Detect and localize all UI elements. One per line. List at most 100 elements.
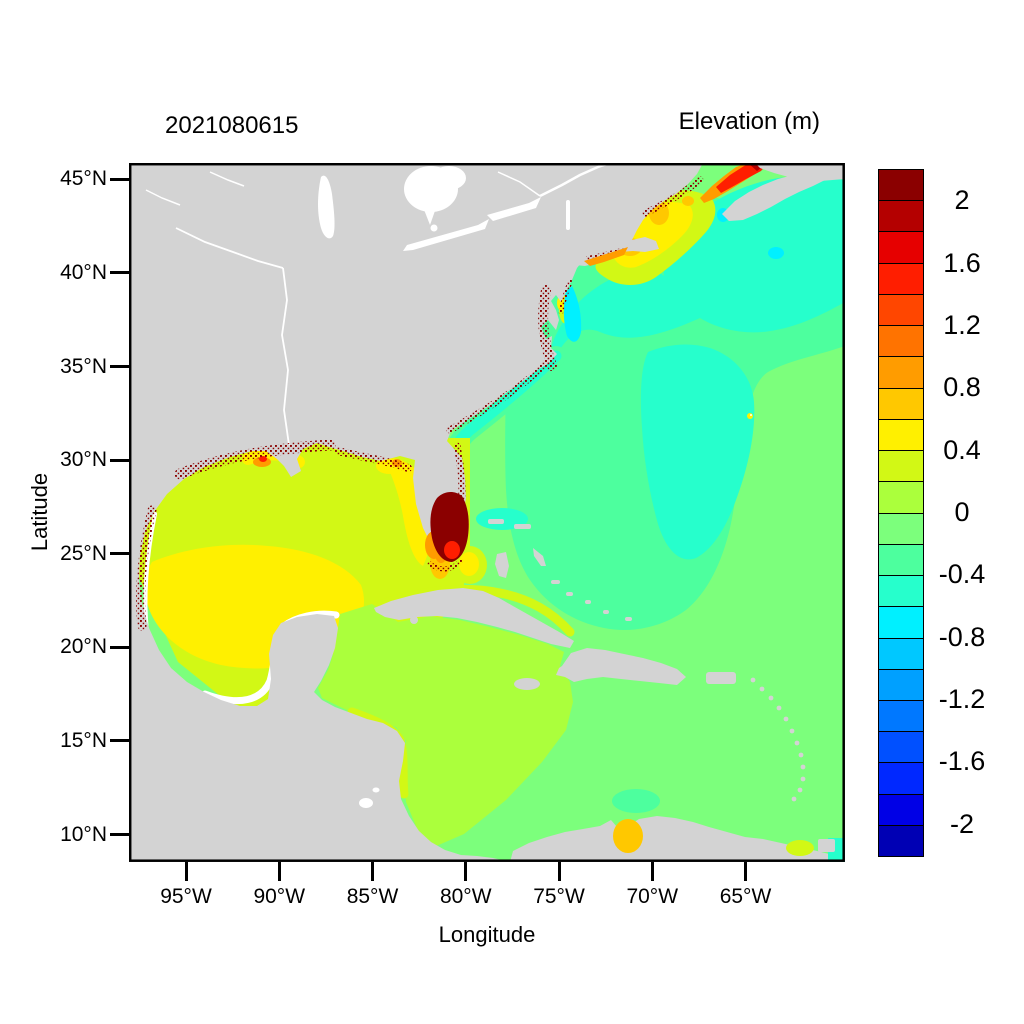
- y-axis-tick: [110, 458, 129, 462]
- lake-michigan: [318, 175, 335, 239]
- colorbar-cell: [879, 825, 923, 857]
- lake-st-clair: [430, 224, 438, 232]
- canada-river-2: [209, 171, 245, 187]
- puerto-rico: [706, 672, 736, 684]
- colorbar: [878, 169, 924, 857]
- colorbar-tick-label: 1.2: [943, 309, 981, 340]
- x-axis-tick: [371, 862, 374, 881]
- colorbar-tick-label: -1.2: [938, 684, 986, 715]
- colorbar-tick-label: 1.6: [943, 247, 981, 278]
- missouri-river: [175, 227, 284, 269]
- colorbar-cell: [879, 451, 923, 483]
- colorbar-cell: [879, 513, 923, 545]
- st-lawrence-river: [539, 163, 611, 198]
- y-axis-tick: [110, 645, 129, 649]
- plot-timestamp-title: 2021080615: [165, 112, 299, 139]
- x-axis-tick-label: 75°W: [533, 885, 585, 908]
- x-axis-tick: [277, 862, 281, 881]
- canada-river-1: [145, 189, 181, 206]
- colorbar-cell: [879, 326, 923, 358]
- x-axis-tick: [464, 862, 468, 881]
- miami-surge: [444, 541, 460, 559]
- long-island-sound-surge: [584, 247, 628, 266]
- cuba: [374, 588, 574, 648]
- hispaniola: [556, 648, 686, 685]
- colorbar-tick-label: -0.4: [938, 559, 986, 590]
- elevation-map: [129, 163, 845, 862]
- lake-erie: [403, 219, 489, 251]
- colorbar-cell: [879, 357, 923, 389]
- canada-top-strip: [755, 163, 845, 181]
- inshore-overlays: [425, 247, 845, 862]
- lake-managua: [372, 787, 380, 793]
- lake-maracaibo-level: [613, 819, 643, 853]
- bermuda-spot: [747, 413, 753, 419]
- y-axis-tick-label: 30°N: [60, 448, 107, 472]
- y-axis-tick: [110, 739, 129, 743]
- north-america-mainland: [129, 163, 703, 862]
- colorbar-cell: [879, 607, 923, 639]
- colorbar-tick-label: 0.8: [943, 372, 981, 403]
- colorbar-tick-label: -2: [949, 808, 974, 839]
- georgian-bay: [432, 166, 466, 190]
- x-axis-tick: [557, 862, 561, 881]
- x-axis-tick: [650, 862, 654, 881]
- colorbar-cell: [879, 232, 923, 264]
- plot-frame: [129, 163, 845, 862]
- colorbar-cell: [879, 732, 923, 764]
- colorbar-cell: [879, 669, 923, 701]
- isle-of-youth: [410, 616, 418, 624]
- lake-ontario: [487, 197, 541, 221]
- colorbar-title: Elevation (m): [678, 108, 820, 135]
- colorbar-cell: [879, 388, 923, 420]
- colorbar-cell: [879, 419, 923, 452]
- colorbar-cell: [879, 638, 923, 670]
- colorbar-tick-label: 0: [954, 497, 970, 527]
- y-axis-tick-label: 35°N: [60, 354, 107, 378]
- jamaica: [514, 678, 540, 690]
- y-axis-tick-label: 25°N: [60, 541, 107, 565]
- y-axis-tick: [110, 271, 129, 275]
- lake-champlain: [566, 200, 570, 230]
- colorbar-cell: [879, 482, 923, 514]
- x-axis-tick-label: 90°W: [253, 885, 306, 908]
- colorbar-cell: [879, 544, 923, 577]
- south-america-coast: [510, 816, 845, 862]
- y-axis-tick: [110, 833, 129, 836]
- trinidad: [818, 839, 835, 852]
- colorbar-cell: [879, 700, 923, 733]
- y-axis-tick-label: 40°N: [60, 260, 107, 284]
- colorbar-cell: [879, 263, 923, 295]
- everglades-flood-cluster: [430, 492, 469, 562]
- x-axis-tick: [184, 862, 188, 881]
- x-axis-tick-label: 70°W: [626, 885, 679, 908]
- y-axis-tick-label: 20°N: [60, 635, 107, 659]
- y-axis-tick: [110, 552, 129, 556]
- colorbar-cell: [879, 170, 923, 202]
- mississippi-river: [281, 267, 290, 446]
- colorbar-tick-label: -1.6: [938, 746, 986, 777]
- x-axis-tick-label: 95°W: [160, 885, 212, 908]
- colorbar-tick-label: 2: [954, 185, 970, 216]
- bahamas-islands: [488, 519, 632, 621]
- y-axis-tick: [110, 365, 129, 368]
- y-axis-tick: [110, 177, 129, 181]
- y-axis-tick-label: 45°N: [60, 167, 107, 191]
- nova-scotia: [722, 169, 833, 221]
- colorbar-tick-label: 0.4: [943, 434, 981, 465]
- trinidad-shelf-level: [786, 840, 814, 856]
- ottawa-river: [497, 171, 541, 197]
- y-axis-tick-label: 15°N: [60, 728, 107, 752]
- colorbar-cell: [879, 201, 923, 233]
- lesser-antilles: [750, 677, 806, 802]
- x-axis-tick: [744, 862, 747, 881]
- x-axis-label: Longitude: [438, 922, 536, 947]
- colorbar-cell: [879, 294, 923, 327]
- colorbar-cell: [879, 794, 923, 826]
- colorbar-cell: [879, 763, 923, 795]
- colorbar-cell: [879, 576, 923, 608]
- lakes-and-rivers: [145, 163, 611, 808]
- colorbar-tick-label: -0.8: [938, 621, 986, 652]
- x-axis-tick-label: 65°W: [719, 885, 772, 908]
